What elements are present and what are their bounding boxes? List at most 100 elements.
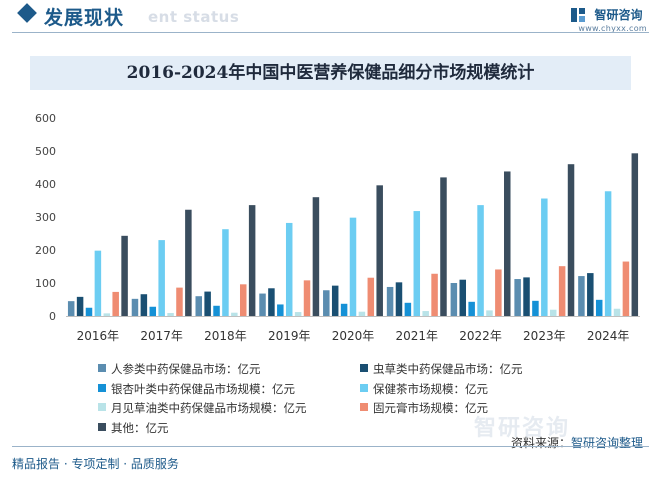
legend-item: 月见草油类中药保健品市场规模：亿元: [98, 400, 307, 416]
legend-item: 银杏叶类中药保健品市场规模：亿元: [98, 381, 295, 397]
bar: [259, 293, 266, 316]
x-tick-label: 2023年: [523, 329, 566, 343]
footer-watermark: 智研咨询: [474, 416, 571, 441]
bar: [358, 311, 366, 316]
bar: [578, 276, 585, 316]
x-tick-label: 2019年: [268, 329, 311, 343]
bar: [404, 302, 412, 316]
bar: [67, 301, 75, 316]
legend-swatch: [98, 403, 106, 411]
legend-swatch: [98, 364, 106, 372]
y-tick-label: 200: [35, 244, 56, 257]
legend-item: 保健茶市场规模：亿元: [360, 381, 488, 397]
bar: [567, 164, 575, 316]
bar: [323, 290, 330, 316]
bar: [213, 305, 220, 316]
x-tick-label: 2016年: [77, 329, 120, 343]
x-tick-label: 2021年: [396, 329, 439, 343]
footer-divider: [12, 446, 649, 447]
legend-label: 其他：亿元: [111, 420, 169, 435]
bar: [376, 185, 383, 316]
bar: [459, 279, 467, 316]
brand-url: www.chyxx.com: [578, 24, 647, 33]
brand-name: 智研咨询: [594, 8, 643, 22]
bar: [94, 250, 102, 316]
brand-logo-icon: [571, 7, 586, 22]
bar: [631, 153, 639, 316]
y-tick-label: 600: [35, 112, 56, 125]
bar: [613, 308, 621, 316]
header-divider: [12, 32, 649, 33]
bar: [395, 282, 403, 316]
legend-item: 虫草类中药保健品市场：亿元: [360, 361, 523, 377]
bar: [268, 288, 275, 316]
bar: [595, 299, 603, 316]
y-tick-label: 300: [35, 211, 56, 224]
bar: [622, 261, 630, 316]
bar: [495, 269, 502, 316]
bar: [504, 171, 511, 316]
bar: [312, 197, 320, 316]
bar: [85, 307, 93, 316]
bar: [239, 284, 247, 316]
bar: [294, 312, 302, 316]
legend-label: 虫草类中药保健品市场：亿元: [373, 362, 523, 376]
bar: [604, 191, 612, 316]
bar: [486, 310, 493, 316]
y-tick-label: 0: [49, 310, 56, 323]
bar: [514, 279, 521, 316]
legend-label: 银杏叶类中药保健品市场规模：亿元: [111, 381, 295, 396]
bar: [549, 309, 557, 316]
chart-title-bar: 2016-2024年中国中医营养保健品细分市场规模统计: [30, 56, 631, 90]
bar: [422, 311, 429, 316]
bar: [386, 286, 394, 316]
page-footer: 精品报告 · 专项定制 · 品质服务: [0, 446, 661, 479]
bar: [195, 296, 202, 316]
legend-item: 其他：亿元: [98, 420, 169, 436]
bar: [558, 266, 566, 316]
legend-swatch: [360, 383, 368, 392]
x-tick-label: 2017年: [140, 329, 183, 343]
legend-swatch: [98, 383, 106, 392]
section-title: 发展现状: [44, 7, 125, 29]
bar: [140, 294, 148, 316]
bar: [121, 235, 128, 316]
bar: [231, 312, 238, 316]
bar: [185, 209, 192, 316]
legend-label: 月见草油类中药保健品市场规模：亿元: [111, 401, 307, 415]
bar: [248, 205, 256, 316]
bar: [303, 280, 311, 316]
bar: [413, 211, 421, 316]
bar: [103, 313, 111, 316]
bar: [367, 277, 375, 316]
bar: [431, 273, 438, 316]
x-tick-label: 2020年: [332, 329, 375, 343]
bar: [340, 303, 348, 316]
bar: [541, 198, 548, 316]
bar: [277, 304, 284, 316]
y-tick-label: 100: [35, 277, 56, 290]
bar: [532, 300, 539, 316]
chart-title: 2016-2024年中国中医营养保健品细分市场规模统计: [126, 63, 535, 83]
y-tick-label: 500: [35, 145, 56, 158]
bar: [450, 283, 458, 316]
bar: [76, 296, 84, 316]
page-header: 发展现状 ent status 智研咨询 www.chyxx.com: [0, 0, 661, 34]
bar: [477, 205, 484, 316]
bar: [176, 287, 183, 316]
bar: [149, 306, 157, 316]
x-tick-label: 2024年: [587, 329, 630, 343]
brand: 智研咨询 www.chyxx.com: [570, 4, 647, 33]
legend-label: 固元膏市场规模：亿元: [373, 401, 488, 415]
bar: [285, 222, 293, 316]
bar: [440, 177, 447, 316]
legend-item: 固元膏市场规模：亿元: [360, 400, 488, 416]
bar: [131, 298, 139, 316]
english-watermark: ent status: [148, 8, 240, 26]
bar: [158, 240, 165, 316]
bar: [523, 277, 530, 316]
legend-label: 人参类中药保健品市场：亿元: [111, 362, 261, 376]
bar: [587, 273, 594, 316]
bar: [112, 291, 119, 316]
